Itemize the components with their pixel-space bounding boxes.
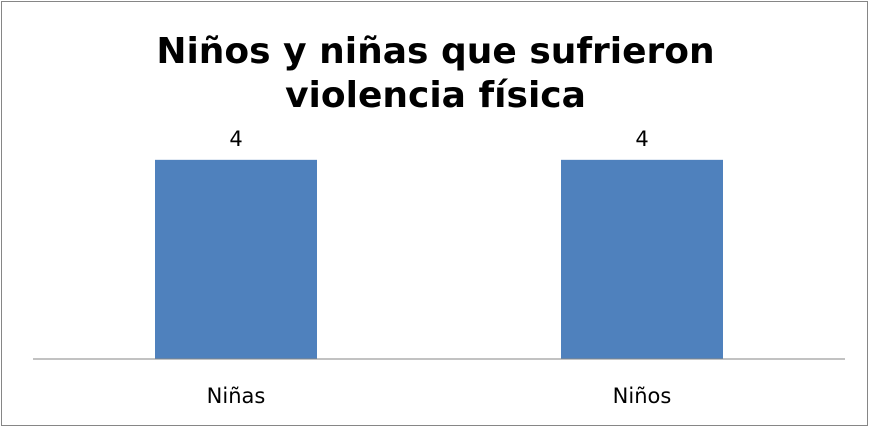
chart-title-line-1: Niños y niñas que sufrieron bbox=[156, 31, 715, 72]
data-label-1: 4 bbox=[635, 127, 648, 151]
data-label-0: 4 bbox=[229, 127, 242, 151]
chart-title-line-2: violencia física bbox=[285, 75, 586, 116]
bar-1 bbox=[561, 159, 723, 359]
x-tick-label-1: Niños bbox=[613, 384, 672, 408]
chart-title: Niños y niñas que sufrieron violencia fís… bbox=[0, 30, 871, 118]
x-tick-label-0: Niñas bbox=[207, 384, 266, 408]
bar-0 bbox=[155, 159, 317, 359]
